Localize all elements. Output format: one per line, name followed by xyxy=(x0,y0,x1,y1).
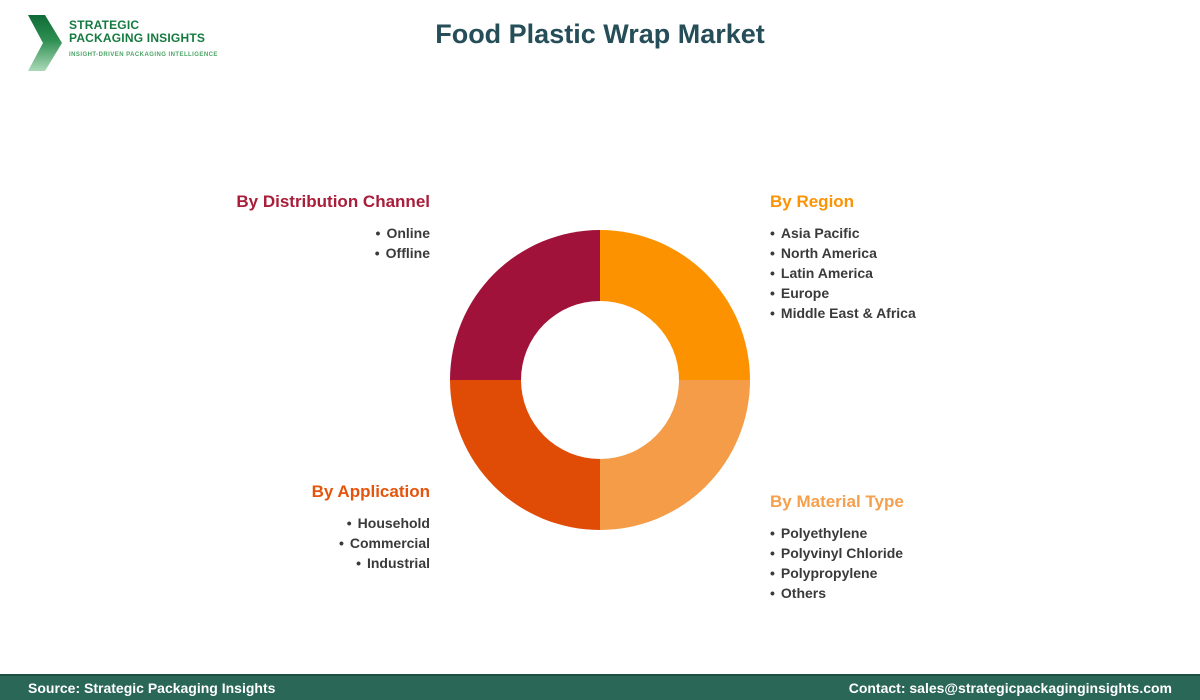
list-item-label: North America xyxy=(780,245,877,261)
logo-text: STRATEGIC PACKAGING INSIGHTS INSIGHT-DRI… xyxy=(69,10,218,71)
list-item-label: Middle East & Africa xyxy=(780,305,916,321)
donut-chart xyxy=(450,230,750,530)
section-heading-material: By Material Type xyxy=(770,492,904,511)
logo-name-line2: PACKAGING INSIGHTS xyxy=(69,31,206,45)
list-item-label: Others xyxy=(780,585,827,601)
footer-bar: Source: Strategic Packaging Insights Con… xyxy=(0,674,1200,700)
section-list-application: • Household • Commercial • Industrial xyxy=(312,513,430,573)
bullet-icon: • xyxy=(770,545,775,561)
list-item: • Polyvinyl Chloride xyxy=(770,543,904,563)
section-list-material: • Polyethylene • Polyvinyl Chloride • Polypro… xyxy=(770,523,904,603)
bullet-icon: • xyxy=(356,555,361,571)
bullet-icon: • xyxy=(375,225,381,241)
list-item: • Asia Pacific xyxy=(770,223,916,243)
bullet-icon: • xyxy=(770,525,775,541)
page-title: Food Plastic Wrap Market xyxy=(435,19,765,49)
list-item: • Others xyxy=(770,583,904,603)
logo-name-line1: STRATEGIC xyxy=(69,18,140,32)
list-item-label: Polyethylene xyxy=(780,525,868,541)
section-heading-region: By Region xyxy=(770,192,855,211)
list-item-label: Asia Pacific xyxy=(780,225,860,241)
section-heading-distribution: By Distribution Channel xyxy=(236,192,430,211)
list-item: • Offline xyxy=(236,243,430,263)
bullet-icon: • xyxy=(374,245,380,261)
list-item: • Polyethylene xyxy=(770,523,904,543)
bullet-icon: • xyxy=(346,515,352,531)
list-item-label: Polypropylene xyxy=(780,565,878,581)
footer-contact: Contact: sales@strategicpackaginginsight… xyxy=(848,680,1172,696)
list-item-label: Europe xyxy=(780,285,830,301)
bullet-icon: • xyxy=(770,285,775,301)
list-item-label: Offline xyxy=(385,245,430,261)
bullet-icon: • xyxy=(770,265,775,281)
section-material-type: By Material Type • Polyethylene • Polyvinyl… xyxy=(770,492,904,603)
section-list-region: • Asia Pacific • North America • Latin Americ… xyxy=(770,223,916,323)
list-item: • Industrial xyxy=(312,553,430,573)
list-item: • Online xyxy=(236,223,430,243)
section-distribution-channel: By Distribution Channel • Online • Offline xyxy=(236,192,430,263)
list-item: • Latin America xyxy=(770,263,916,283)
list-item: • North America xyxy=(770,243,916,263)
list-item: • Europe xyxy=(770,283,916,303)
list-item-label: Household xyxy=(357,515,430,531)
list-item: • Commercial xyxy=(312,533,430,553)
bullet-icon: • xyxy=(770,245,775,261)
list-item: • Middle East & Africa xyxy=(770,303,916,323)
section-region: By Region • Asia Pacific • North America • La… xyxy=(770,192,916,323)
list-item: • Household xyxy=(312,513,430,533)
list-item: • Polypropylene xyxy=(770,563,904,583)
bullet-icon: • xyxy=(338,535,344,551)
list-item-label: Polyvinyl Chloride xyxy=(780,545,904,561)
list-item-label: Latin America xyxy=(780,265,873,281)
bullet-icon: • xyxy=(770,565,775,581)
logo: STRATEGIC PACKAGING INSIGHTS INSIGHT-DRI… xyxy=(28,10,218,71)
bullet-icon: • xyxy=(770,225,775,241)
list-item-label: Commercial xyxy=(349,535,430,551)
list-item-label: Industrial xyxy=(366,555,430,571)
bullet-icon: • xyxy=(770,585,775,601)
section-heading-application: By Application xyxy=(311,482,430,501)
section-list-distribution: • Online • Offline xyxy=(236,223,430,263)
section-application: By Application • Household • Commercial • Ind… xyxy=(312,482,430,573)
logo-tagline: INSIGHT-DRIVEN PACKAGING INTELLIGENCE xyxy=(69,52,218,58)
bullet-icon: • xyxy=(770,305,775,321)
donut-hole xyxy=(521,301,679,459)
footer-source: Source: Strategic Packaging Insights xyxy=(28,680,276,696)
list-item-label: Online xyxy=(386,225,430,241)
